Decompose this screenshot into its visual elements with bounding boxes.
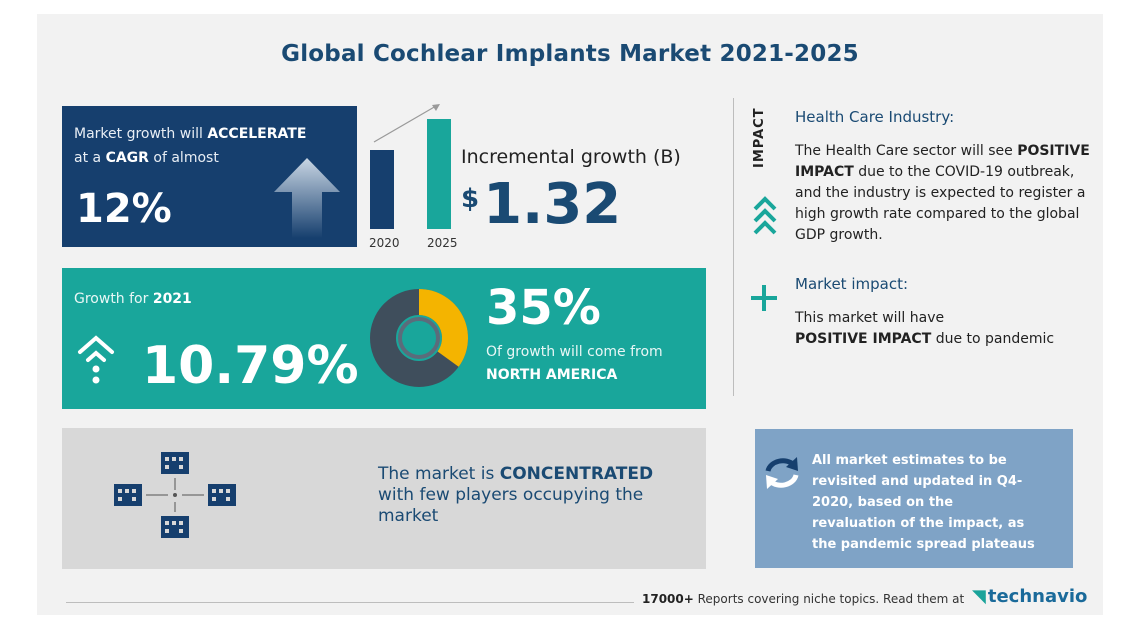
concentration-panel: The market is CONCENTRATED with few playe… bbox=[62, 428, 706, 569]
health-care-body-1: The Health Care sector will see bbox=[795, 143, 1018, 159]
impact-tag-text: IMPACT bbox=[752, 107, 767, 168]
concentration-text: The market is CONCENTRATED with few playe… bbox=[378, 464, 678, 527]
region-name: NORTH AMERICA bbox=[486, 367, 618, 383]
market-impact-title: Market impact: bbox=[795, 275, 909, 293]
cagr-accelerate-label: ACCELERATE bbox=[207, 126, 307, 142]
cagr-line-2-prefix: at a bbox=[74, 150, 106, 166]
growth-panel: Growth for 2021 10.79% 35% Of growth wil… bbox=[62, 268, 706, 409]
plus-icon bbox=[751, 285, 777, 311]
incremental-growth-label: Incremental growth (B) bbox=[461, 146, 681, 168]
region-share-caption: Of growth will come from bbox=[486, 344, 663, 360]
concentration-bold: CONCENTRATED bbox=[499, 464, 654, 484]
trend-arrow-line bbox=[373, 105, 437, 143]
footer-divider bbox=[66, 602, 634, 603]
incremental-value-number: 1.32 bbox=[483, 172, 622, 237]
growth-year: 2021 bbox=[152, 291, 192, 307]
up-arrow-icon bbox=[274, 158, 340, 238]
revision-note-text: All market estimates to be revisited and… bbox=[812, 453, 1035, 552]
chevrons-up-icon bbox=[753, 196, 777, 235]
page-title: Global Cochlear Implants Market 2021-202… bbox=[281, 41, 859, 67]
region-share-donut bbox=[370, 289, 468, 387]
incremental-growth-value: $1.32 bbox=[461, 172, 621, 237]
technavio-logo[interactable]: ◥ technavio bbox=[972, 586, 1087, 607]
footer-caption: Reports covering niche topics. Read them… bbox=[693, 592, 965, 606]
concentration-suffix: with few players occupying the market bbox=[378, 485, 644, 526]
buildings-network-icon bbox=[114, 452, 236, 538]
market-impact-body-2: due to pandemic bbox=[931, 331, 1055, 347]
health-care-positive-impact: POSITIVE IMPACT bbox=[795, 143, 1090, 180]
region-share-percent: 35% bbox=[486, 280, 601, 336]
cagr-line-2-suffix: of almost bbox=[148, 150, 219, 166]
market-impact-body-1: This market will have bbox=[795, 310, 945, 326]
growth-value: 10.79% bbox=[142, 336, 359, 396]
trend-arrow-head-icon bbox=[432, 104, 440, 111]
cagr-line-2: at a CAGR of almost bbox=[74, 150, 219, 166]
cagr-line-1: Market growth will ACCELERATE bbox=[74, 126, 306, 142]
technavio-logo-text: technavio bbox=[987, 586, 1088, 607]
revision-note-panel: All market estimates to be revisited and… bbox=[755, 429, 1073, 568]
bar-label-2025: 2025 bbox=[427, 236, 458, 250]
concentration-prefix: The market is bbox=[378, 464, 500, 484]
growth-year-label: Growth for 2021 bbox=[74, 291, 192, 307]
growth-signal-icon bbox=[78, 335, 114, 384]
bar-2020 bbox=[370, 150, 394, 229]
bar-2025 bbox=[427, 119, 451, 229]
market-impact-body: This market will have POSITIVE IMPACT due… bbox=[795, 308, 1095, 350]
market-impact-positive-impact: POSITIVE IMPACT bbox=[795, 331, 932, 347]
donut-inner-ring bbox=[398, 317, 440, 359]
cagr-value: 12% bbox=[76, 186, 172, 232]
impact-tag: IMPACT bbox=[752, 107, 776, 170]
refresh-icon bbox=[765, 457, 799, 489]
currency-symbol: $ bbox=[461, 184, 480, 214]
cagr-label: CAGR bbox=[105, 150, 149, 166]
health-care-body: The Health Care sector will see POSITIVE… bbox=[795, 141, 1095, 246]
technavio-logo-mark-icon: ◥ bbox=[972, 586, 986, 607]
health-care-body-2: due to the COVID-19 outbreak, and the in… bbox=[795, 164, 1086, 243]
growth-bars bbox=[370, 104, 451, 229]
growth-label-prefix: Growth for bbox=[74, 291, 153, 307]
bar-label-2020: 2020 bbox=[369, 236, 400, 250]
footer-report-count: 17000+ bbox=[642, 592, 694, 606]
health-care-title: Health Care Industry: bbox=[795, 108, 955, 126]
vertical-divider bbox=[733, 98, 734, 396]
cagr-line-1-text: Market growth will bbox=[74, 126, 208, 142]
footer-text: 17000+ Reports covering niche topics. Re… bbox=[642, 592, 964, 606]
donut-slice-north-america bbox=[418, 289, 468, 367]
cagr-panel: Market growth will ACCELERATE at a CAGR … bbox=[62, 106, 357, 247]
